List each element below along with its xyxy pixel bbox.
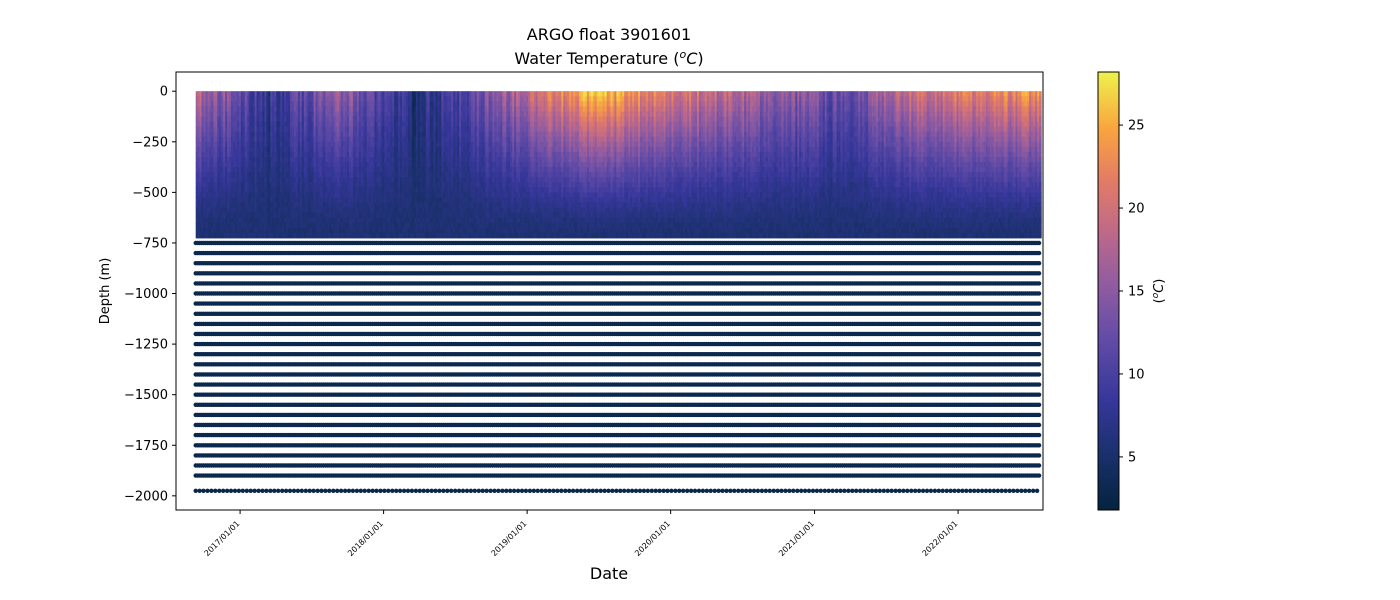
chart-title-line1: ARGO float 3901601 (527, 25, 691, 44)
title-line2-suffix: ) (697, 49, 703, 68)
chart-title-line2: Water Temperature (oC) (514, 48, 703, 68)
plot-marks (194, 91, 1042, 493)
title-line2-prefix: Water Temperature ( (514, 49, 679, 68)
